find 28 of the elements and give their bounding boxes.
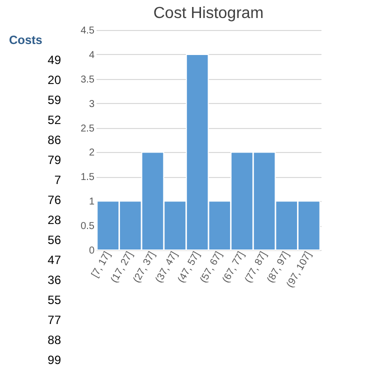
y-tick-label: 1.5 [80, 172, 95, 184]
text: 56 [48, 233, 62, 247]
y-tick-label: 2 [88, 148, 95, 159]
text: 36 [48, 273, 62, 287]
y-tick-label: 3.5 [80, 74, 95, 86]
text: Costs [9, 33, 43, 47]
y-tick-label: 0.5 [80, 221, 95, 232]
text: 28 [48, 213, 62, 227]
y-tick-label: 0 [88, 246, 95, 256]
y-tick-label: 2.5 [80, 123, 95, 134]
text: 88 [48, 333, 62, 347]
text: 47 [48, 253, 62, 267]
chart-title: Cost Histogram [153, 5, 264, 22]
text: 49 [48, 53, 62, 67]
text: 55 [48, 293, 62, 307]
text: 76 [48, 193, 62, 207]
text: 77 [48, 313, 62, 327]
text: 59 [48, 93, 62, 107]
text: 52 [48, 113, 62, 127]
y-tick-label: 4.5 [80, 26, 95, 36]
text: 7 [54, 173, 62, 187]
y-tick-label: 3 [88, 98, 95, 110]
text: 99 [48, 353, 62, 367]
text: 79 [48, 153, 62, 167]
y-tick-label: 4 [88, 50, 95, 61]
y-tick-label: 1 [88, 196, 95, 208]
text: 86 [48, 133, 62, 147]
text: 20 [48, 73, 62, 87]
